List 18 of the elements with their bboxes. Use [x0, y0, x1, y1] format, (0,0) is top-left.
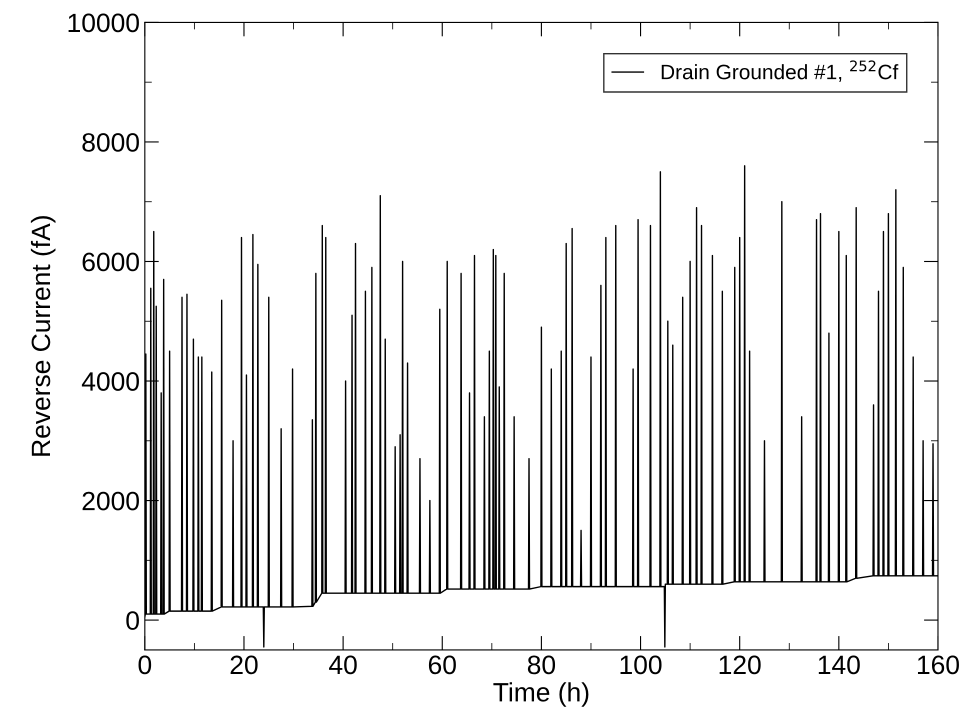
- x-axis-title: Time (h): [493, 682, 588, 707]
- y-tick-label: 10000: [68, 14, 139, 32]
- x-tick-label: 140: [818, 656, 860, 674]
- legend-label: Drain Grounded #1, $^{252}$Cf: [662, 60, 898, 82]
- x-tick-label: 60: [428, 656, 456, 674]
- y-axis-title: Reverse Current (fA): [30, 216, 56, 456]
- x-tick-label: 40: [329, 656, 357, 674]
- x-tick-label: 160: [918, 656, 959, 674]
- y-tick-label: 4000: [82, 372, 139, 391]
- y-tick-label: 0: [126, 611, 139, 630]
- y-tick-label: 8000: [82, 133, 139, 152]
- x-tick-label: 80: [528, 656, 556, 674]
- x-tick-label: 0: [138, 656, 152, 674]
- y-tick-label: 6000: [82, 252, 139, 272]
- x-tick-label: 100: [620, 656, 662, 674]
- x-tick-label: 20: [230, 656, 258, 674]
- y-tick-label: 2000: [82, 492, 139, 510]
- x-tick-label: 120: [720, 656, 761, 674]
